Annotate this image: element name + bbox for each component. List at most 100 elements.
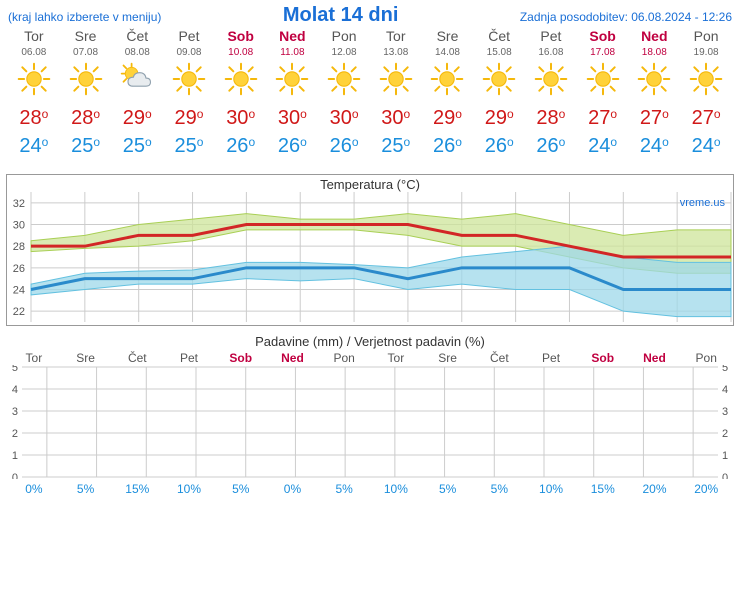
svg-text:32: 32 xyxy=(13,198,25,210)
weather-icon xyxy=(8,58,60,104)
day-date: 06.08 xyxy=(8,46,60,58)
precip-prob: 5% xyxy=(60,482,112,496)
day-name: Tor xyxy=(370,28,422,46)
temp-high: 28o xyxy=(525,104,577,132)
day-date: 08.08 xyxy=(111,46,163,58)
svg-text:5: 5 xyxy=(12,365,18,374)
svg-text:30: 30 xyxy=(13,220,25,232)
temp-low: 24o xyxy=(680,132,732,160)
precip-prob: 5% xyxy=(318,482,370,496)
weather-icon xyxy=(215,58,267,104)
temp-low: 25o xyxy=(111,132,163,160)
temp-chart-svg: 22 24 26 28 30 32 xyxy=(7,192,733,324)
last-updated: Zadnja posodobitev: 06.08.2024 - 12:26 xyxy=(520,10,732,24)
temperature-chart: Temperatura (°C) vreme.us 22 24 26 28 30 32 xyxy=(6,174,734,326)
forecast-table: TorSreČetPetSobNedPonTorSreČetPetSobNedP… xyxy=(8,28,732,160)
temp-high: 29o xyxy=(111,104,163,132)
temp-high: 29o xyxy=(163,104,215,132)
temp-low: 25o xyxy=(370,132,422,160)
svg-text:2: 2 xyxy=(12,428,18,440)
precip-prob: 0% xyxy=(8,482,60,496)
day-date: 19.08 xyxy=(680,46,732,58)
day-name: Sob xyxy=(215,28,267,46)
day-date: 09.08 xyxy=(163,46,215,58)
day-name: Tor xyxy=(8,28,60,46)
precip-day: Pon xyxy=(680,351,732,365)
temp-low: 26o xyxy=(215,132,267,160)
svg-text:0: 0 xyxy=(12,472,18,479)
day-date: 11.08 xyxy=(267,46,319,58)
day-name: Sre xyxy=(60,28,112,46)
day-date: 16.08 xyxy=(525,46,577,58)
weather-icon xyxy=(163,58,215,104)
weather-icon xyxy=(318,58,370,104)
precip-day: Pet xyxy=(163,351,215,365)
temp-high: 30o xyxy=(370,104,422,132)
svg-text:26: 26 xyxy=(13,263,25,275)
weather-icon xyxy=(60,58,112,104)
svg-text:4: 4 xyxy=(722,384,728,396)
day-date: 07.08 xyxy=(60,46,112,58)
weather-widget: (kraj lahko izberete v meniju) Molat 14 … xyxy=(0,0,740,600)
day-name: Ned xyxy=(267,28,319,46)
weather-icon xyxy=(422,58,474,104)
svg-text:28: 28 xyxy=(13,241,25,253)
day-date: 14.08 xyxy=(422,46,474,58)
temp-low: 26o xyxy=(422,132,474,160)
precip-prob: 5% xyxy=(422,482,474,496)
precip-prob: 5% xyxy=(215,482,267,496)
day-name: Sob xyxy=(577,28,629,46)
temp-high: 27o xyxy=(680,104,732,132)
precip-prob: 5% xyxy=(473,482,525,496)
temp-high: 28o xyxy=(60,104,112,132)
day-name: Pet xyxy=(525,28,577,46)
temp-low: 24o xyxy=(8,132,60,160)
day-date: 13.08 xyxy=(370,46,422,58)
precip-prob: 10% xyxy=(163,482,215,496)
weather-icon xyxy=(525,58,577,104)
day-date: 15.08 xyxy=(473,46,525,58)
weather-icon xyxy=(680,58,732,104)
temp-high: 27o xyxy=(577,104,629,132)
precip-day: Tor xyxy=(370,351,422,365)
svg-text:24: 24 xyxy=(13,285,25,297)
temp-low: 24o xyxy=(628,132,680,160)
day-name: Sre xyxy=(422,28,474,46)
precip-prob: 20% xyxy=(680,482,732,496)
precip-day: Čet xyxy=(111,351,163,365)
temp-high: 29o xyxy=(473,104,525,132)
day-name: Pet xyxy=(163,28,215,46)
precip-day: Pon xyxy=(318,351,370,365)
temp-high: 29o xyxy=(422,104,474,132)
precip-day: Tor xyxy=(8,351,60,365)
svg-text:2: 2 xyxy=(722,428,728,440)
weather-icon xyxy=(370,58,422,104)
precip-prob: 20% xyxy=(629,482,681,496)
svg-text:1: 1 xyxy=(722,450,728,462)
temp-high: 30o xyxy=(318,104,370,132)
svg-text:5: 5 xyxy=(722,365,728,374)
temp-chart-title: Temperatura (°C) xyxy=(7,175,733,192)
precip-title: Padavine (mm) / Verjetnost padavin (%) xyxy=(0,334,740,349)
svg-text:0: 0 xyxy=(722,472,728,479)
precip-prob: 10% xyxy=(525,482,577,496)
day-date: 18.08 xyxy=(628,46,680,58)
weather-icon xyxy=(267,58,319,104)
menu-note: (kraj lahko izberete v meniju) xyxy=(8,10,161,24)
precip-day: Pet xyxy=(525,351,577,365)
svg-text:3: 3 xyxy=(12,406,18,418)
precip-day: Sre xyxy=(422,351,474,365)
precip-prob: 15% xyxy=(577,482,629,496)
precip-prob: 0% xyxy=(267,482,319,496)
brand-label: vreme.us xyxy=(680,197,725,209)
temp-high: 30o xyxy=(267,104,319,132)
temp-low: 26o xyxy=(473,132,525,160)
svg-text:4: 4 xyxy=(12,384,18,396)
temp-high: 27o xyxy=(628,104,680,132)
svg-text:22: 22 xyxy=(13,306,25,318)
precip-prob: 10% xyxy=(370,482,422,496)
precip-day-labels: TorSreČetPetSobNedPonTorSreČetPetSobNedP… xyxy=(8,351,732,365)
temp-low: 24o xyxy=(577,132,629,160)
precip-day: Sre xyxy=(60,351,112,365)
temp-high: 28o xyxy=(8,104,60,132)
